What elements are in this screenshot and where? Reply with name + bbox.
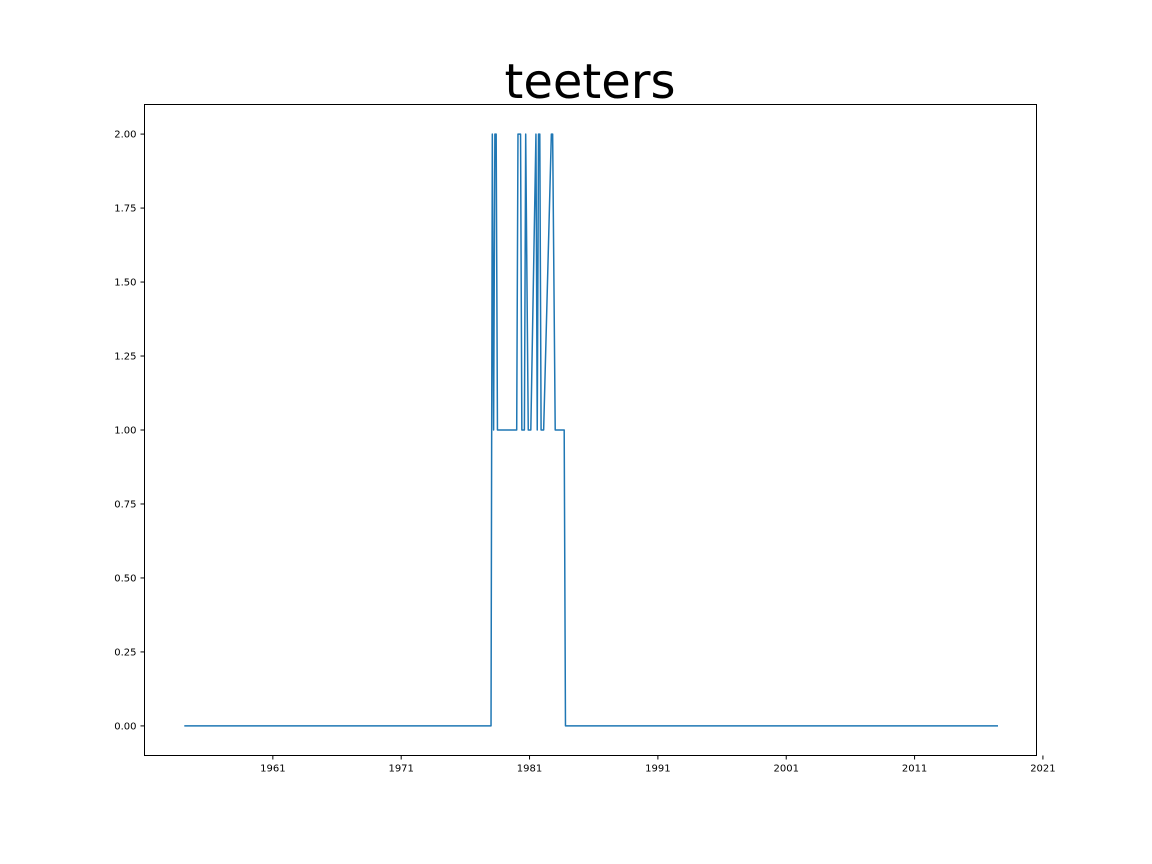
y-tick-label: 1.50 xyxy=(114,278,136,289)
y-tick-label: 1.00 xyxy=(114,426,136,437)
y-tick-label: 0.50 xyxy=(114,573,136,584)
y-tick-label: 1.75 xyxy=(114,204,136,215)
series-layer xyxy=(184,133,998,727)
x-tick-label: 1991 xyxy=(645,764,670,775)
x-axis: 1961 1971 1981 1991 2001 2011 2021 xyxy=(260,755,1056,775)
x-tick-label: 2001 xyxy=(774,764,799,775)
chart-title: teeters xyxy=(505,54,676,110)
y-tick-label: 2.00 xyxy=(114,130,136,141)
x-tick-label: 1971 xyxy=(388,764,413,775)
y-tick-label: 0.75 xyxy=(114,499,136,510)
y-tick-label: 1.25 xyxy=(114,352,136,363)
x-tick-label: 2011 xyxy=(902,764,927,775)
y-tick-label: 0.00 xyxy=(114,721,136,732)
y-tick-label: 0.25 xyxy=(114,647,136,658)
x-tick-label: 2021 xyxy=(1030,764,1055,775)
y-axis: 0.00 0.25 0.50 0.75 1.00 1.25 1.50 1.75 2.00 xyxy=(114,130,145,732)
plot-area xyxy=(144,104,1037,756)
x-tick-label: 1961 xyxy=(260,764,285,775)
x-tick-label: 1981 xyxy=(517,764,542,775)
series-line xyxy=(184,133,998,727)
